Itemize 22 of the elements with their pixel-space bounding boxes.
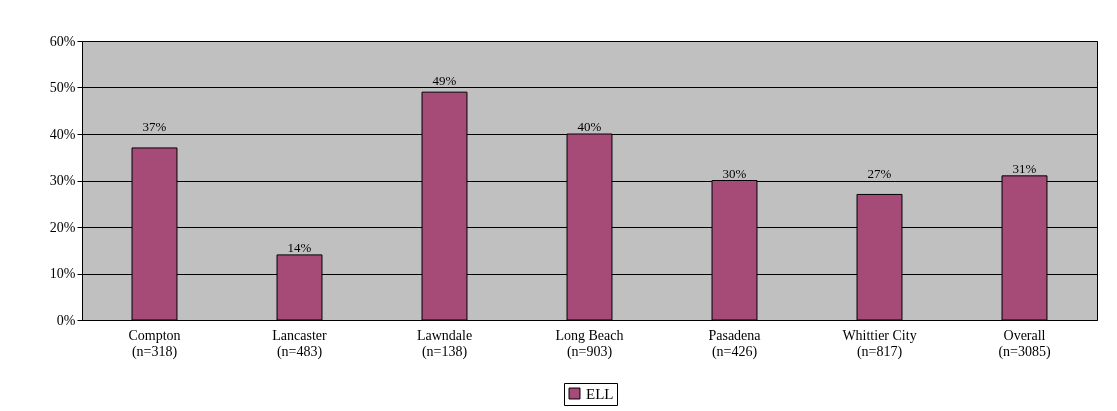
y-tick-label: 50%	[49, 80, 76, 95]
y-tick-label: 20%	[49, 219, 76, 235]
x-tick-label: Compton (n=318)	[128, 327, 181, 360]
x-tick-label: Lancaster (n=483)	[272, 327, 328, 360]
data-label: 40%	[577, 119, 602, 134]
y-tick-label: 10%	[49, 266, 76, 281]
x-tick-label: Overall (n=3085)	[998, 327, 1051, 360]
data-label: 49%	[432, 72, 457, 88]
x-tick-label: Whittier City (n=817)	[842, 327, 917, 360]
data-label: 27%	[867, 165, 892, 181]
data-label: 37%	[142, 119, 167, 134]
data-label: 30%	[722, 165, 747, 181]
x-tick-label: Lawndale (n=138)	[416, 327, 473, 360]
y-tick-label: 40%	[49, 126, 76, 142]
legend-label: ELL	[586, 385, 614, 402]
y-tick-label: 60%	[49, 33, 76, 49]
data-label: 14%	[287, 239, 312, 255]
x-tick-label: Pasadena (n=426)	[708, 327, 762, 360]
y-tick-label: 30%	[49, 173, 76, 188]
data-label: 31%	[1012, 160, 1037, 176]
x-tick-label: Long Beach (n=903)	[555, 327, 624, 360]
y-tick-label: 0%	[56, 312, 76, 328]
